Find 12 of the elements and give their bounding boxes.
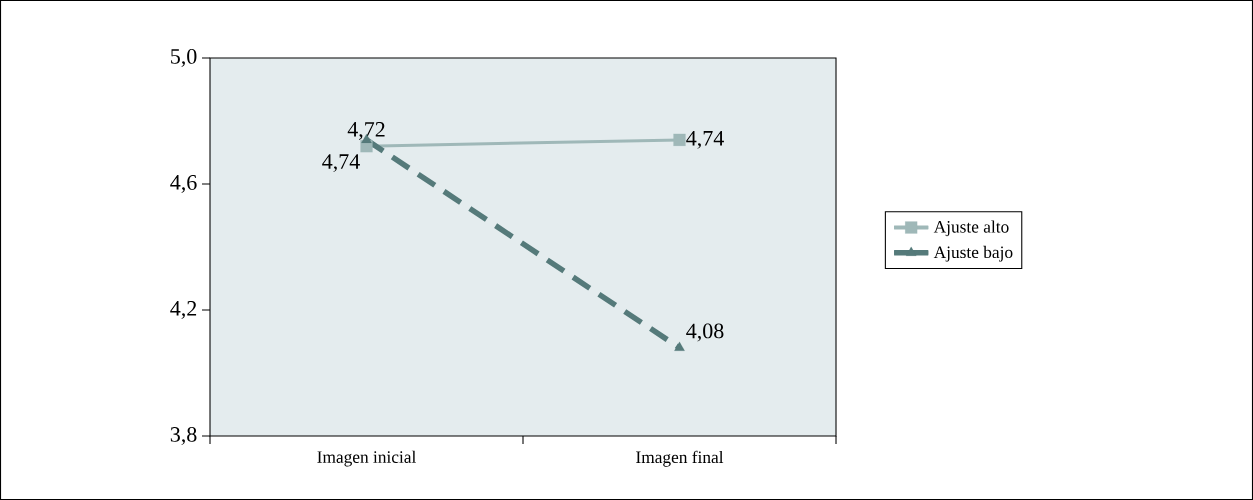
- data-label: 4,08: [686, 323, 724, 342]
- y-tick-label: 3,8: [170, 426, 197, 446]
- data-label: 4,74: [686, 130, 724, 149]
- legend-label: Ajuste bajo: [933, 245, 1013, 262]
- data-label: 4,74: [322, 154, 360, 173]
- x-tick-label: Imagen inicial: [317, 450, 416, 467]
- point: [673, 133, 686, 146]
- y-tick-label: 4,6: [170, 175, 197, 193]
- y-tick-label: 5,0: [171, 48, 197, 68]
- legend-label: Ajuste alto: [933, 220, 1009, 237]
- y-tick-label: 4,2: [170, 301, 197, 319]
- x-tick-label: Imagen final: [636, 450, 724, 467]
